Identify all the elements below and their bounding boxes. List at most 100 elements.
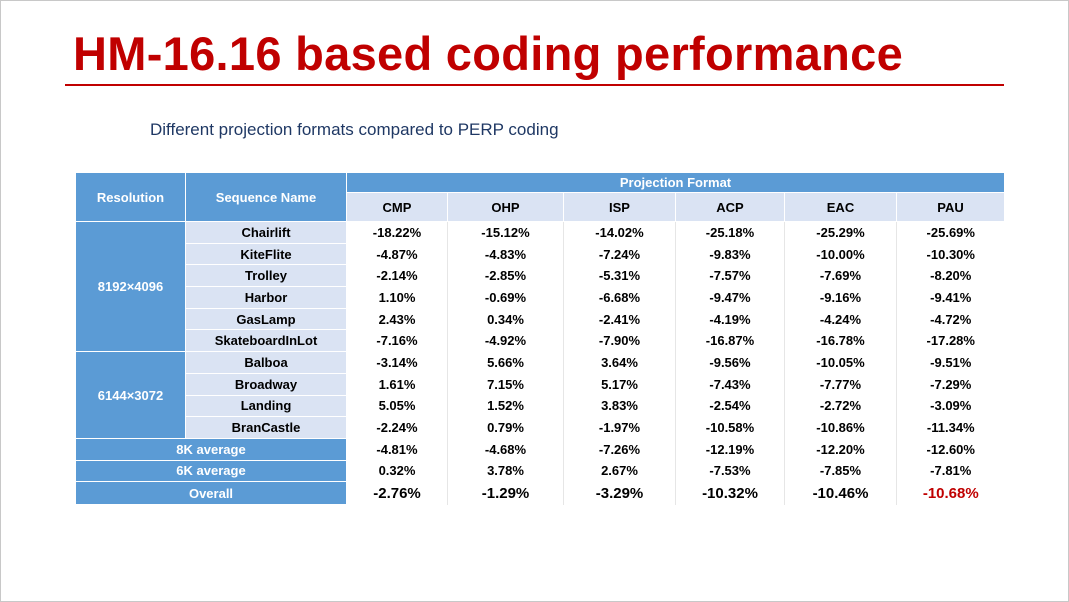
sequence-name: Chairlift [185, 221, 347, 244]
performance-table: Resolution Sequence Name Projection Form… [75, 172, 1006, 506]
value-cell: -1.29% [447, 481, 564, 505]
table-row: BranCastle -2.24% 0.79% -1.97% -10.58% -10.86… [76, 416, 1005, 439]
value-cell: -9.16% [784, 286, 897, 309]
value-cell: 1.10% [346, 286, 448, 309]
value-cell: 5.17% [563, 373, 676, 395]
value-cell: -4.68% [447, 438, 564, 461]
table-row: GasLamp 2.43% 0.34% -2.41% -4.19% -4.24% -4.72… [76, 307, 1005, 331]
value-cell: 1.52% [447, 395, 564, 417]
summary-label: Overall [75, 481, 347, 506]
value-cell: -9.51% [895, 351, 1005, 374]
value-cell: -4.72% [895, 308, 1005, 330]
value-cell: -14.02% [563, 221, 676, 244]
value-cell: -25.69% [895, 221, 1005, 244]
value-cell: -7.29% [895, 373, 1005, 395]
table-row: Broadway 1.61% 7.15% 5.17% -7.43% -7.77% -7.29… [76, 372, 1005, 396]
sequence-name: Broadway [185, 372, 347, 396]
sequence-name: SkateboardInLot [185, 329, 347, 353]
value-cell: -7.57% [675, 264, 785, 287]
sequence-name: Harbor [185, 286, 347, 309]
table-row: 6144×3072 Balboa -3.14% 5.66% 3.64% -9.56% -10… [75, 351, 1005, 439]
sequence-name: GasLamp [185, 307, 347, 331]
value-cell: 0.79% [447, 416, 564, 439]
value-cell: -15.12% [447, 221, 564, 244]
value-cell: -12.20% [784, 438, 897, 461]
value-cell: -2.72% [784, 395, 897, 417]
value-cell: -2.76% [346, 481, 448, 505]
table-row: SkateboardInLot -7.16% -4.92% -7.90% -16.87%… [76, 329, 1005, 353]
value-cell: 3.83% [563, 395, 676, 417]
value-cell: -10.86% [784, 416, 897, 439]
value-cell: -25.29% [784, 221, 897, 244]
value-cell: 2.67% [563, 460, 676, 482]
value-cell: -3.29% [563, 481, 676, 505]
value-cell: -3.09% [895, 395, 1005, 417]
value-cell: 7.15% [447, 373, 564, 395]
table-row: Harbor 1.10% -0.69% -6.68% -9.47% -9.16% -9.41… [76, 286, 1005, 309]
value-cell: -7.69% [784, 264, 897, 287]
value-cell: -9.83% [675, 243, 785, 265]
sequence-name: KiteFlite [185, 242, 347, 266]
value-cell: 0.32% [346, 460, 448, 482]
header-format: EAC [784, 192, 897, 222]
sequence-name: Trolley [185, 264, 347, 288]
value-cell: -5.31% [563, 264, 676, 287]
value-cell: 1.61% [346, 373, 448, 395]
value-cell: -7.16% [346, 329, 448, 352]
value-cell: -11.34% [895, 416, 1005, 439]
header-format: PAU [895, 192, 1006, 222]
table-row: 8192×4096 Chairlift -18.22% -15.12% -14.02% -… [75, 220, 1005, 353]
value-cell: -4.81% [346, 438, 448, 461]
value-cell: -4.92% [447, 329, 564, 352]
header-format: ISP [563, 192, 676, 222]
value-cell: -7.85% [784, 460, 897, 482]
value-cell: -7.81% [895, 460, 1005, 482]
value-cell: -8.20% [895, 264, 1005, 287]
resolution-cell: 6144×3072 [75, 351, 186, 439]
value-cell: -7.53% [675, 460, 785, 482]
table-row: KiteFlite -4.87% -4.83% -7.24% -9.83% -10.00%… [76, 242, 1005, 266]
value-cell: -16.87% [675, 329, 785, 352]
value-cell: -2.85% [447, 264, 564, 287]
value-cell: -12.19% [675, 438, 785, 461]
title-underline [65, 84, 1004, 86]
header-projection-format: Projection Format [345, 172, 1006, 193]
value-cell: -6.68% [563, 286, 676, 309]
header-sequence-name: Sequence Name [185, 172, 347, 222]
value-cell: -2.54% [675, 395, 785, 417]
header-resolution: Resolution [75, 172, 186, 222]
sequence-name: Balboa [185, 351, 347, 374]
value-cell: -7.90% [563, 329, 676, 352]
value-cell: -3.14% [346, 351, 448, 374]
header-format: ACP [675, 192, 785, 222]
value-cell: -16.78% [784, 329, 897, 352]
summary-label: 8K average [75, 437, 347, 461]
value-cell: -7.26% [563, 438, 676, 461]
value-cell: -4.19% [675, 308, 785, 330]
value-cell: -7.24% [563, 243, 676, 265]
value-cell: -9.47% [675, 286, 785, 309]
value-cell: -10.05% [784, 351, 897, 374]
value-cell: -2.14% [346, 264, 448, 287]
summary-row: 6K average 0.32% 3.78% 2.67% -7.53% -7.85% -7.… [75, 459, 1005, 483]
value-cell: -1.97% [563, 416, 676, 439]
value-cell: -4.87% [346, 243, 448, 265]
value-cell: -9.41% [895, 286, 1005, 309]
value-cell: 3.78% [447, 460, 564, 482]
value-cell: -12.60% [895, 438, 1005, 461]
sequence-name: BranCastle [185, 416, 347, 439]
value-cell: -2.24% [346, 416, 448, 439]
slide-title: HM-16.16 based coding performance [73, 27, 904, 80]
best-result-cell: -10.68% [895, 481, 1005, 505]
value-cell: -7.43% [675, 373, 785, 395]
table-row: Trolley -2.14% -2.85% -5.31% -7.57% -7.69% -8.… [76, 264, 1005, 288]
value-cell: 5.66% [447, 351, 564, 374]
value-cell: 0.34% [447, 308, 564, 330]
sequence-name: Landing [185, 394, 347, 418]
summary-label: 6K average [75, 459, 347, 483]
value-cell: -10.30% [895, 243, 1005, 265]
value-cell: -17.28% [895, 329, 1005, 352]
value-cell: -2.41% [563, 308, 676, 330]
value-cell: -10.46% [784, 481, 897, 505]
value-cell: 2.43% [346, 308, 448, 330]
